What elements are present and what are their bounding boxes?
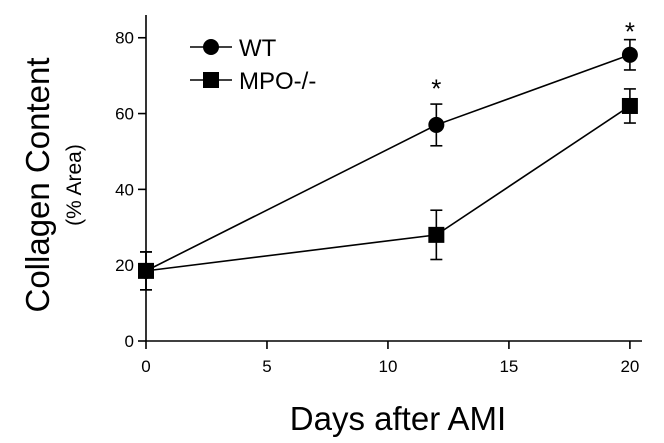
y-tick-label-60: 60	[115, 105, 134, 124]
x-axis-title: Days after AMI	[290, 400, 506, 437]
y-tick-label-40: 40	[115, 180, 134, 199]
data-point-mpo-2	[621, 97, 638, 114]
legend-marker-wt	[203, 39, 219, 55]
x-tick-label-20: 20	[620, 357, 639, 376]
x-tick-label-5: 5	[262, 357, 271, 376]
y-tick-label-20: 20	[115, 256, 134, 275]
axes: 0 20 40 60 80 0 5 10 15 20	[115, 15, 642, 376]
y-axis-subtitle: (% Area)	[63, 144, 86, 226]
y-tick-label-80: 80	[115, 29, 134, 48]
x-tick-label-15: 15	[499, 357, 518, 376]
legend-label-wt: WT	[239, 35, 277, 62]
data-point-mpo-1	[428, 226, 445, 243]
legend-label-mpo: MPO-/-	[239, 68, 316, 95]
series-layer: **	[138, 17, 638, 291]
x-tick-label-0: 0	[141, 357, 150, 376]
x-tick-label-10: 10	[378, 357, 397, 376]
series-line-mpo	[145, 105, 631, 272]
legend: WT MPO-/-	[190, 35, 316, 95]
data-point-mpo-0	[138, 262, 154, 279]
y-axis-title: Collagen Content	[19, 57, 56, 312]
y-tick-label-0: 0	[125, 332, 134, 351]
data-point-wt-2	[621, 46, 638, 63]
legend-marker-mpo	[203, 72, 219, 88]
significance-marker-0: *	[431, 73, 441, 103]
significance-marker-1: *	[625, 17, 635, 47]
series-mpo	[138, 88, 638, 291]
data-point-wt-1	[428, 116, 445, 133]
